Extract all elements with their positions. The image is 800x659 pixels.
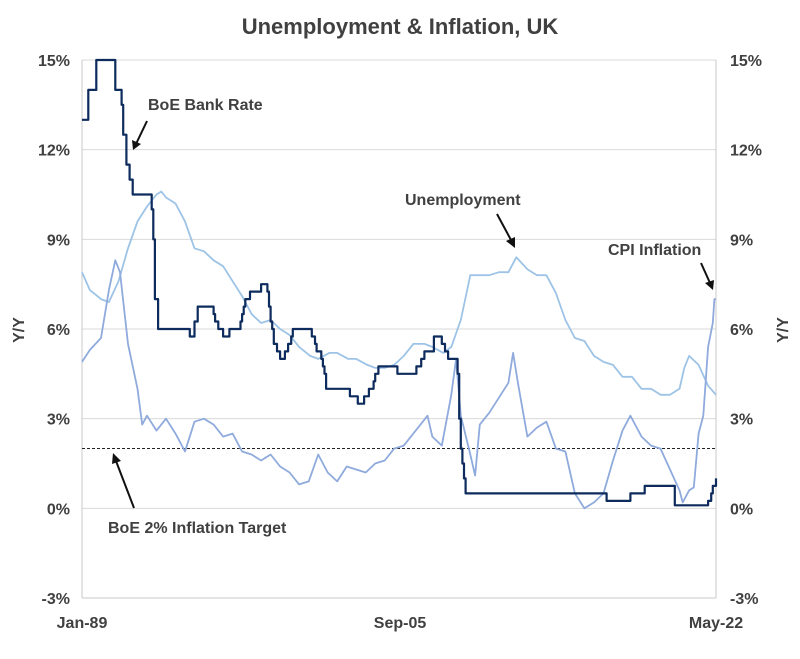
y-tick-label-right: 6%: [730, 322, 753, 339]
arrow-cpi: [700, 262, 711, 284]
arrowhead-target: [112, 453, 121, 464]
y-tick-label-left: 9%: [47, 232, 70, 249]
x-tick-label: May-22: [689, 615, 743, 632]
series-line-cpi: [81, 259, 716, 510]
annotation-cpi: CPI Inflation: [608, 242, 701, 259]
x-tick-labels: Jan-89 Sep-05 May-22: [57, 615, 744, 632]
y-tick-label-right: 3%: [730, 412, 753, 429]
y-tick-label-right: 12%: [730, 143, 762, 160]
y-tick-label-left: 3%: [47, 412, 70, 429]
arrow-unemployment: [496, 213, 512, 241]
x-tick-label: Jan-89: [57, 615, 108, 632]
series-line-bank-rate: [82, 58, 718, 507]
left-tick-labels: -3% 0% 3% 6% 9% 12% 15%: [38, 53, 70, 608]
right-tick-labels: -3% 0% 3% 6% 9% 12% 15%: [730, 53, 762, 608]
arrow-bank-rate: [135, 120, 148, 145]
series: [81, 58, 718, 510]
y-tick-label-left: 12%: [38, 143, 70, 160]
annotation-bank-rate: BoE Bank Rate: [148, 97, 263, 114]
arrowhead-unemployment: [506, 237, 515, 248]
annotation-target: BoE 2% Inflation Target: [108, 520, 287, 537]
series-line-unemployment: [81, 190, 717, 396]
axes: [81, 60, 717, 599]
y-tick-label-right: -3%: [730, 591, 758, 608]
y-tick-label-left: -3%: [42, 591, 70, 608]
arrowhead-bank-rate: [132, 140, 141, 150]
y-tick-label-right: 0%: [730, 501, 753, 518]
y-tick-label-left: 15%: [38, 53, 70, 70]
annotation-unemployment: Unemployment: [405, 192, 521, 209]
x-tick-label: Sep-05: [374, 615, 427, 632]
arrowhead-cpi: [705, 280, 714, 290]
arrow-target: [115, 460, 135, 509]
y-tick-label-right: 15%: [730, 53, 762, 70]
chart-title: Unemployment & Inflation, UK: [242, 14, 559, 39]
y-tick-label-right: 9%: [730, 232, 753, 249]
y-tick-label-left: 6%: [47, 322, 70, 339]
y-axis-label-left: Y/Y: [11, 317, 28, 343]
y-tick-label-left: 0%: [47, 501, 70, 518]
y-axis-label-right: Y/Y: [775, 317, 792, 343]
annotations: BoE Bank Rate Unemployment CPI Inflation…: [108, 97, 714, 537]
